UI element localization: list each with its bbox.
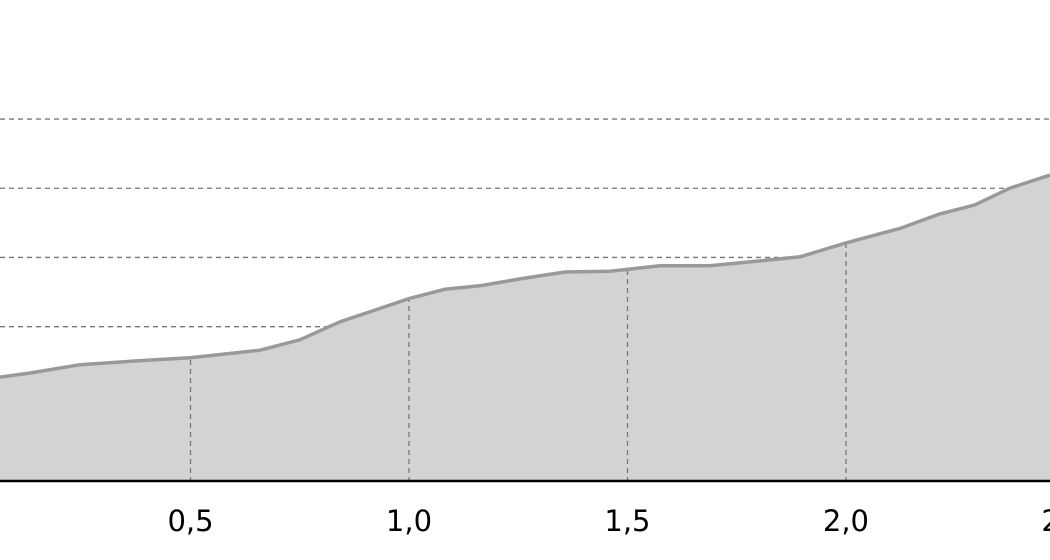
line — [0, 173, 1050, 379]
x-tick-label: 0,5 — [167, 504, 213, 538]
x-tick-label: 2,5 — [1041, 504, 1050, 538]
x-tick-label: 1,0 — [386, 504, 432, 538]
x-tick-label: 1,5 — [604, 504, 650, 538]
area — [0, 175, 1050, 481]
x-tick-label: 2,0 — [823, 504, 869, 538]
